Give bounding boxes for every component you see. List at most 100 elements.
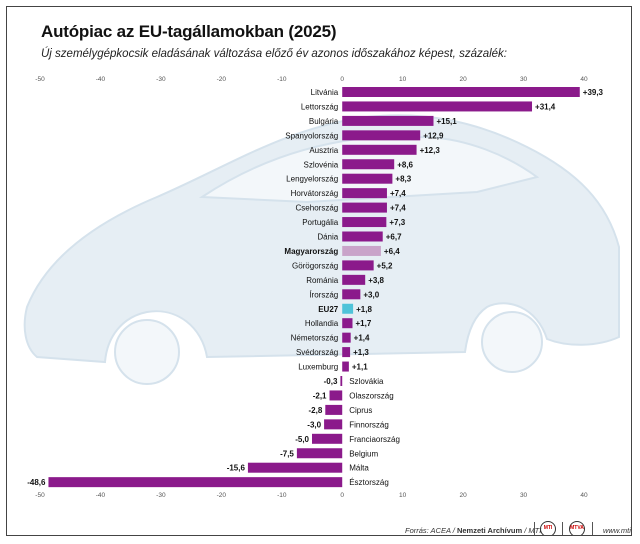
- x-tick-label-bottom: 0: [340, 492, 344, 499]
- x-axis-top: -50 -40 -30 -20 -10 0 10 20 30 40: [35, 76, 588, 83]
- value-label: +7,4: [390, 189, 406, 198]
- x-tick-label-top: 0: [340, 76, 344, 83]
- value-label: +5,2: [377, 261, 393, 270]
- x-tick-label-bottom: -50: [35, 492, 45, 499]
- source-suffix: / MTI: [522, 526, 542, 535]
- category-label: Belgium: [349, 449, 378, 458]
- value-label: +12,3: [420, 146, 441, 155]
- source-prefix: Forrás: ACEA /: [405, 526, 457, 535]
- category-label: Dánia: [317, 233, 338, 242]
- category-label: Luxemburg: [298, 363, 338, 372]
- bar: [325, 404, 343, 415]
- category-label: Lengyelország: [286, 175, 338, 184]
- category-label: Hollandia: [305, 319, 339, 328]
- category-label: Szlovákia: [349, 377, 384, 386]
- value-label: +6,4: [384, 247, 400, 256]
- value-label: +1,3: [353, 348, 369, 357]
- value-label: +31,4: [535, 102, 556, 111]
- value-label: +6,7: [386, 233, 402, 242]
- car-silhouette-background: [23, 114, 620, 385]
- bar: [342, 173, 393, 184]
- footer-divider: [562, 522, 563, 535]
- value-label: -0,3: [324, 377, 338, 386]
- category-label: Portugália: [302, 218, 339, 227]
- bar: [342, 260, 374, 271]
- category-label: Litvánia: [311, 88, 339, 97]
- mti-logo-icon: MTI: [540, 521, 556, 535]
- category-label: Németország: [291, 334, 339, 343]
- bar: [342, 361, 349, 372]
- chart-frame: -50 -40 -30 -20 -10 0 10 20 30 40 -50 -40 -30 -20 -10…: [6, 6, 632, 536]
- x-tick-label-bottom: -40: [96, 492, 106, 499]
- category-label: Málta: [349, 464, 369, 473]
- value-label: +1,1: [352, 363, 368, 372]
- bar: [342, 188, 387, 199]
- bar: [342, 101, 533, 112]
- category-label: Csehország: [296, 204, 339, 213]
- category-label: Ausztria: [309, 146, 338, 155]
- value-label: -2,1: [313, 391, 327, 400]
- value-label: +3,0: [363, 290, 379, 299]
- bars-group: [48, 87, 580, 488]
- value-label: +3,8: [368, 276, 384, 285]
- x-tick-label-top: -40: [96, 76, 106, 83]
- category-label: EU27: [318, 305, 339, 314]
- category-label: Görögország: [292, 261, 338, 270]
- bar: [342, 318, 353, 329]
- x-axis-bottom: -50 -40 -30 -20 -10 0 10 20 30 40: [35, 492, 588, 499]
- x-tick-label-top: -10: [277, 76, 287, 83]
- x-tick-label-bottom: 20: [459, 492, 467, 499]
- category-label: Bulgária: [309, 117, 339, 126]
- value-label: -7,5: [280, 449, 294, 458]
- bar: [342, 202, 387, 213]
- value-label: +1,4: [354, 334, 370, 343]
- bar: [342, 159, 395, 170]
- category-label: Románia: [306, 276, 339, 285]
- footer-divider: [534, 522, 535, 535]
- category-label: Franciaország: [349, 435, 400, 444]
- x-tick-label-bottom: -20: [217, 492, 227, 499]
- value-label: +12,9: [423, 131, 444, 140]
- x-tick-label-bottom: 30: [520, 492, 528, 499]
- value-label: +7,4: [390, 204, 406, 213]
- bar: [342, 231, 383, 242]
- value-label: +39,3: [583, 88, 604, 97]
- bar: [342, 87, 580, 97]
- x-tick-label-top: -20: [217, 76, 227, 83]
- bar: [329, 390, 343, 401]
- category-label: Horvátország: [291, 189, 339, 198]
- source-archive: Nemzeti Archívum: [456, 526, 523, 535]
- footer-divider: [592, 522, 593, 535]
- bar: [342, 303, 354, 314]
- value-label: +1,7: [355, 319, 371, 328]
- bar: [312, 433, 343, 444]
- value-label: +1,8: [356, 305, 372, 314]
- bar: [296, 448, 343, 459]
- mtva-logo-icon: MTVA: [569, 521, 585, 535]
- category-label: Ciprus: [349, 406, 372, 415]
- value-label: -48,6: [27, 478, 46, 487]
- category-label: Szlovénia: [304, 160, 339, 169]
- value-label: +8,6: [397, 160, 413, 169]
- x-tick-label-top: 40: [580, 76, 588, 83]
- value-label: +8,3: [395, 175, 411, 184]
- x-tick-label-bottom: -30: [156, 492, 166, 499]
- bar: [48, 477, 343, 488]
- x-tick-label-bottom: 40: [580, 492, 588, 499]
- page-subtitle: Új személygépkocsik eladásának változása…: [41, 48, 508, 60]
- category-label: Olaszország: [349, 391, 393, 400]
- bar: [324, 419, 343, 430]
- value-label: -3,0: [307, 420, 321, 429]
- value-label: -15,6: [227, 464, 246, 473]
- value-label: -5,0: [295, 435, 309, 444]
- bar: [342, 245, 381, 256]
- source-note: Forrás: ACEA / Nemzeti Archívum / MTI: [405, 526, 541, 535]
- value-label: +7,3: [389, 218, 405, 227]
- category-label: Észtország: [349, 478, 389, 487]
- category-label: Magyarország: [284, 247, 338, 256]
- x-tick-label-top: 10: [399, 76, 407, 83]
- category-label: Lettország: [301, 102, 338, 111]
- x-tick-label-top: 20: [459, 76, 467, 83]
- bar-chart: -50 -40 -30 -20 -10 0 10 20 30 40 -50 -40 -30 -20 -10…: [23, 76, 620, 499]
- category-label: Finnország: [349, 420, 389, 429]
